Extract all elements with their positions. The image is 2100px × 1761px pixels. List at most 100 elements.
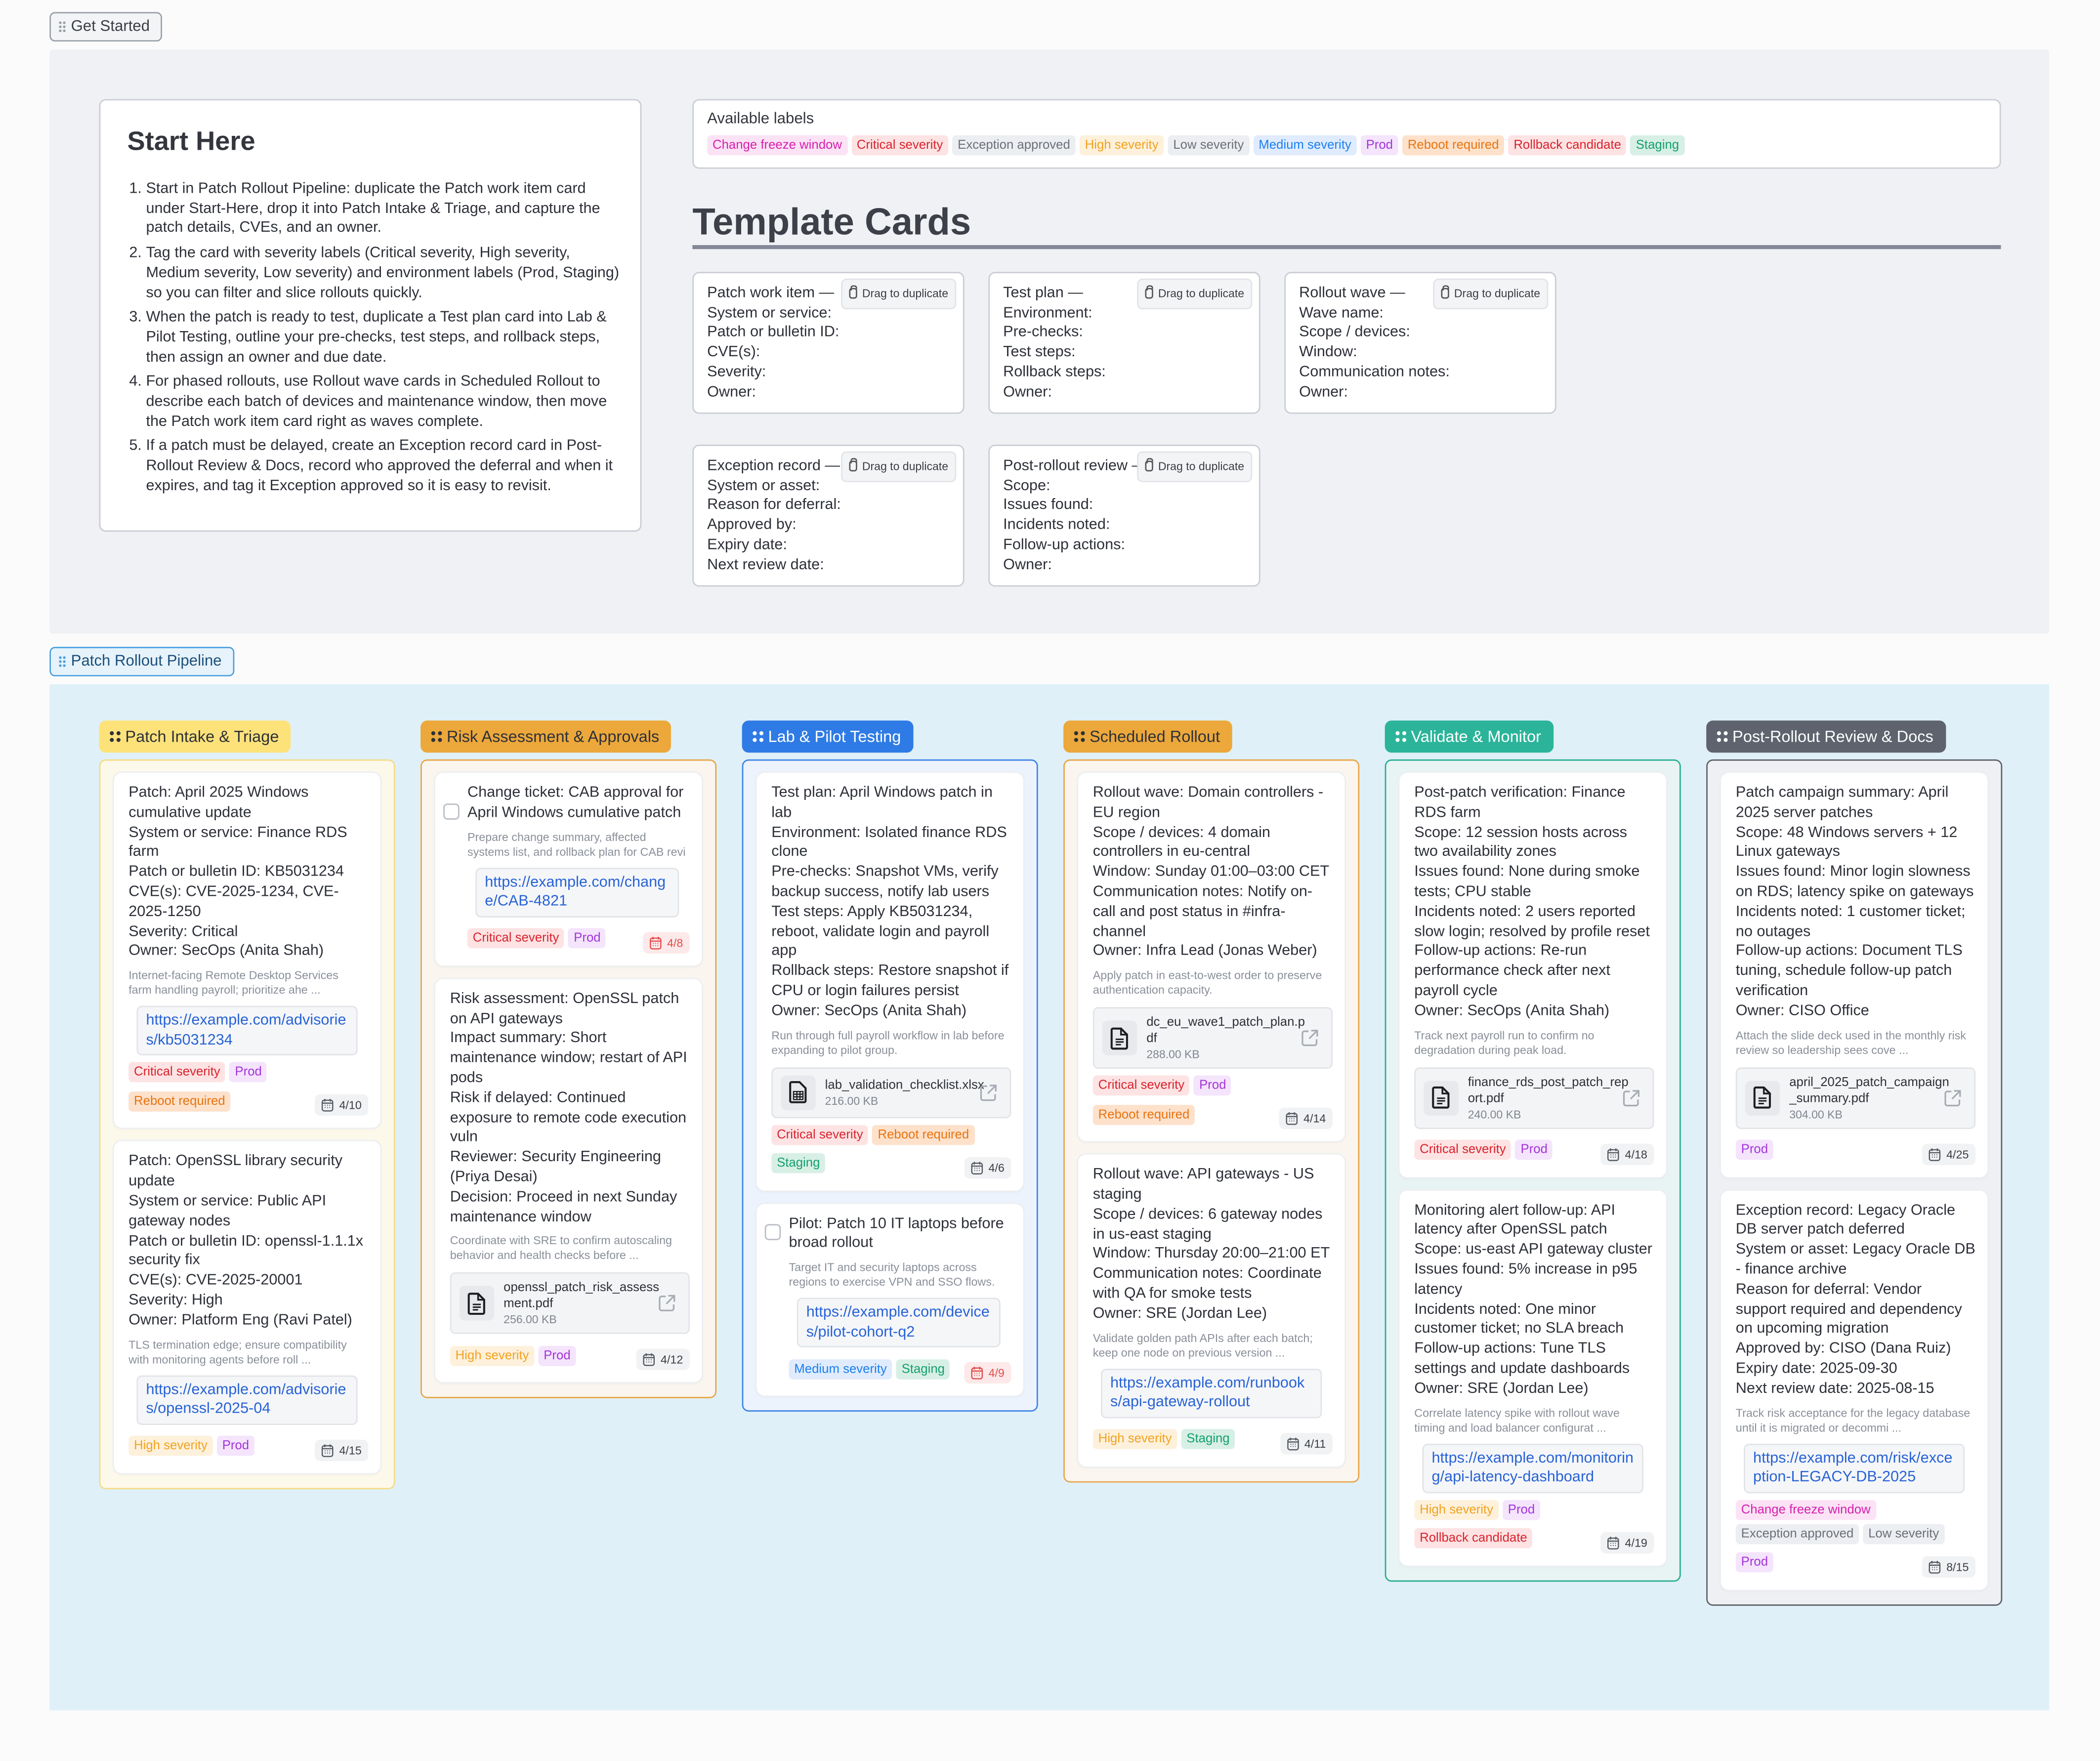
attachment[interactable]: april_2025_patch_campaign_summary.pdf 304… <box>1735 1067 1975 1129</box>
task-card[interactable]: Patch: OpenSSL library security update S… <box>112 1140 382 1474</box>
due-date-badge[interactable]: 4/6 <box>964 1156 1011 1178</box>
label-chip[interactable]: Medium severity <box>1253 135 1357 156</box>
label-chip[interactable]: Prod <box>1735 1552 1773 1573</box>
label-chip[interactable]: Prod <box>1360 135 1398 156</box>
grip-icon[interactable] <box>110 731 120 742</box>
label-chip[interactable]: Exception approved <box>1735 1523 1859 1544</box>
label-chip[interactable]: Critical severity <box>771 1124 869 1145</box>
task-card[interactable]: Exception record: Legacy Oracle DB serve… <box>1720 1188 1989 1591</box>
label-chip[interactable]: High severity <box>450 1345 535 1366</box>
column-header[interactable]: Validate & Monitor <box>1385 720 1554 753</box>
label-chip[interactable]: Prod <box>1515 1139 1553 1160</box>
label-chip[interactable]: Staging <box>896 1359 950 1380</box>
start-here-card[interactable]: Start Here Start in Patch Rollout Pipeli… <box>99 99 642 532</box>
open-attachment-button[interactable] <box>1943 1088 1962 1113</box>
task-card[interactable]: Patch: April 2025 Windows cumulative upd… <box>112 771 382 1130</box>
label-chip[interactable]: Reboot required <box>1092 1104 1195 1125</box>
label-chip[interactable]: Critical severity <box>1414 1139 1512 1160</box>
due-date-badge[interactable]: 4/19 <box>1600 1532 1654 1553</box>
due-date-badge[interactable]: 4/11 <box>1280 1432 1333 1454</box>
label-chip[interactable]: Prod <box>1194 1075 1232 1096</box>
attachment[interactable]: dc_eu_wave1_patch_plan.pdf 288.00 KB <box>1092 1007 1333 1069</box>
label-chip[interactable]: Rollback candidate <box>1508 135 1627 156</box>
external-link-icon[interactable] <box>1943 1088 1962 1107</box>
due-date-badge[interactable]: 4/15 <box>315 1439 369 1461</box>
label-chip[interactable]: Prod <box>216 1436 254 1456</box>
label-chip[interactable]: Staging <box>1181 1429 1235 1450</box>
get-started-frame-button[interactable]: Get Started <box>49 12 162 42</box>
template-card[interactable]: Test plan — Environment: Pre-checks: Test s… <box>988 272 1260 414</box>
card-link[interactable]: https://example.com/runbooks/api-gateway… <box>1101 1368 1322 1418</box>
label-chip[interactable]: High severity <box>1092 1429 1177 1450</box>
open-attachment-button[interactable] <box>1622 1088 1640 1113</box>
label-chip[interactable]: Prod <box>538 1345 576 1366</box>
label-chip[interactable]: Change freeze window <box>707 135 847 156</box>
drag-to-duplicate-button[interactable]: Drag to duplicate <box>840 451 957 482</box>
label-chip[interactable]: Critical severity <box>851 135 949 156</box>
column-header[interactable]: Scheduled Rollout <box>1063 720 1232 753</box>
card-link[interactable]: https://example.com/devices/pilot-cohort… <box>797 1298 1001 1348</box>
label-chip[interactable]: Exception approved <box>952 135 1076 156</box>
label-chip[interactable]: High severity <box>128 1436 213 1456</box>
template-card[interactable]: Patch work item — System or service: Patch… <box>692 272 965 414</box>
label-chip[interactable]: Low severity <box>1863 1523 1945 1544</box>
task-checkbox[interactable] <box>764 1223 781 1240</box>
label-chip[interactable]: Critical severity <box>1092 1075 1190 1096</box>
label-chip[interactable]: Low severity <box>1168 135 1250 156</box>
card-link[interactable]: https://example.com/advisories/openssl-2… <box>136 1375 358 1425</box>
label-chip[interactable]: High severity <box>1414 1499 1499 1520</box>
template-card[interactable]: Rollout wave — Wave name: Scope / devices:… <box>1284 272 1556 414</box>
label-chip[interactable]: Prod <box>1502 1499 1541 1520</box>
card-link[interactable]: https://example.com/risk/exception-LEGAC… <box>1744 1443 1965 1493</box>
grip-icon[interactable] <box>1395 731 1406 742</box>
due-date-badge[interactable]: 4/8 <box>643 931 690 954</box>
task-card[interactable]: Monitoring alert follow-up: API latency … <box>1398 1188 1668 1567</box>
label-chip[interactable]: Staging <box>1630 135 1684 156</box>
template-card[interactable]: Exception record — System or asset: Reason… <box>692 444 965 587</box>
label-chip[interactable]: Prod <box>229 1062 267 1083</box>
external-link-icon[interactable] <box>658 1294 676 1313</box>
drag-to-duplicate-button[interactable]: Drag to duplicate <box>1136 451 1253 482</box>
card-link[interactable]: https://example.com/advisories/kb5031234 <box>136 1006 358 1056</box>
due-date-badge[interactable]: 4/10 <box>315 1094 369 1116</box>
label-chip[interactable]: High severity <box>1079 135 1164 156</box>
drag-to-duplicate-button[interactable]: Drag to duplicate <box>1432 278 1549 309</box>
card-link[interactable]: https://example.com/change/CAB-4821 <box>475 867 679 918</box>
label-chip[interactable]: Reboot required <box>128 1091 231 1112</box>
drag-to-duplicate-button[interactable]: Drag to duplicate <box>840 278 957 309</box>
due-date-badge[interactable]: 4/12 <box>636 1349 690 1371</box>
label-chip[interactable]: Staging <box>771 1153 826 1174</box>
available-labels-card[interactable]: Available labels Change freeze window Cri… <box>692 99 2001 169</box>
label-chip[interactable]: Prod <box>1735 1139 1773 1160</box>
template-card[interactable]: Post-rollout review — Scope: Issues found:… <box>988 444 1260 587</box>
due-date-badge[interactable]: 4/14 <box>1279 1108 1333 1130</box>
task-card[interactable]: Risk assessment: OpenSSL patch on API ga… <box>434 977 704 1384</box>
task-card[interactable]: Test plan: April Windows patch in lab En… <box>755 771 1025 1192</box>
task-card[interactable]: Change ticket: CAB approval for April Wi… <box>434 771 704 967</box>
task-card[interactable]: Patch campaign summary: April 2025 serve… <box>1720 771 1989 1178</box>
grip-icon[interactable] <box>1717 731 1727 742</box>
label-chip[interactable]: Reboot required <box>872 1124 975 1145</box>
task-card[interactable]: Rollout wave: API gateways - US staging … <box>1077 1153 1346 1468</box>
grip-icon[interactable] <box>431 731 442 742</box>
attachment[interactable]: lab_validation_checklist.xlsx 216.00 KB <box>771 1067 1011 1118</box>
column-header[interactable]: Patch Intake & Triage <box>99 720 291 753</box>
external-link-icon[interactable] <box>979 1083 998 1102</box>
task-card[interactable]: Rollout wave: Domain controllers - EU re… <box>1077 771 1346 1143</box>
label-chip[interactable]: Critical severity <box>467 928 565 949</box>
attachment[interactable]: openssl_patch_risk_assessment.pdf 256.00 … <box>450 1272 690 1335</box>
label-chip[interactable]: Rollback candidate <box>1414 1528 1533 1549</box>
external-link-icon[interactable] <box>1622 1088 1640 1107</box>
open-attachment-button[interactable] <box>658 1294 676 1319</box>
open-attachment-button[interactable] <box>1301 1029 1319 1054</box>
external-link-icon[interactable] <box>1301 1029 1319 1048</box>
grip-icon[interactable] <box>1074 731 1085 742</box>
due-date-badge[interactable]: 8/15 <box>1922 1555 1975 1578</box>
attachment[interactable]: finance_rds_post_patch_report.pdf 240.00 … <box>1414 1067 1654 1129</box>
column-header[interactable]: Risk Assessment & Approvals <box>420 720 672 753</box>
patch-rollout-pipeline-frame-button[interactable]: Patch Rollout Pipeline <box>49 647 234 676</box>
column-header[interactable]: Post-Rollout Review & Docs <box>1706 720 1946 753</box>
due-date-badge[interactable]: 4/9 <box>964 1362 1011 1384</box>
column-header[interactable]: Lab & Pilot Testing <box>742 720 913 753</box>
due-date-badge[interactable]: 4/25 <box>1922 1143 1975 1165</box>
